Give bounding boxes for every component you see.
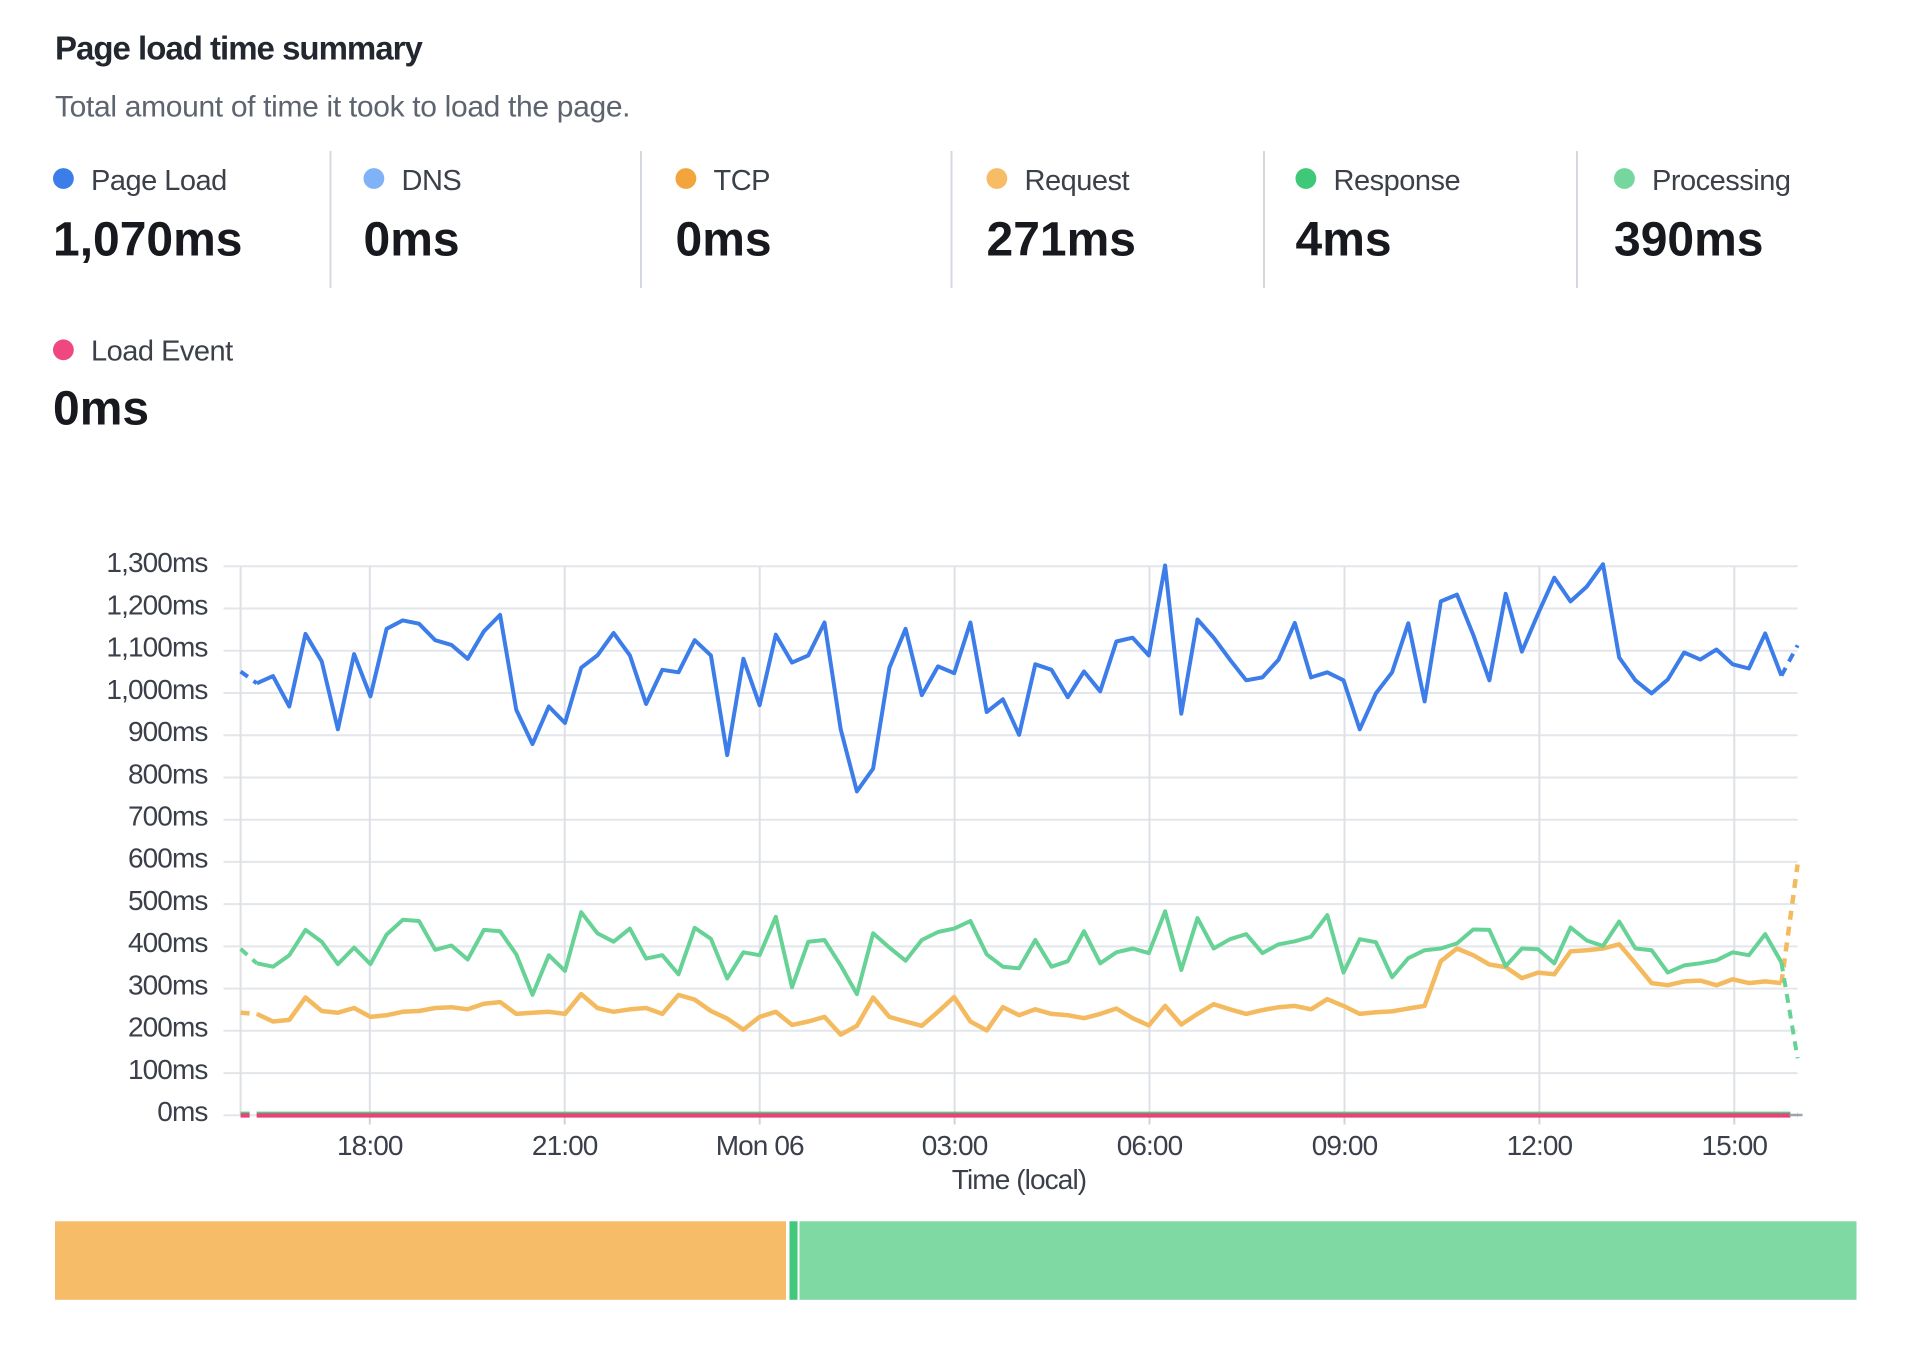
svg-text:0ms: 0ms xyxy=(157,1096,207,1127)
svg-text:Load Event: Load Event xyxy=(91,336,233,368)
svg-text:390ms: 390ms xyxy=(1614,214,1763,267)
svg-text:1,300ms: 1,300ms xyxy=(106,547,207,578)
svg-text:100ms: 100ms xyxy=(128,1054,208,1085)
svg-text:Total amount of time it took t: Total amount of time it took to load the… xyxy=(55,91,630,124)
svg-text:Response: Response xyxy=(1334,165,1461,197)
svg-text:TCP: TCP xyxy=(714,165,771,197)
svg-text:Page load time summary: Page load time summary xyxy=(55,30,423,67)
svg-text:06:00: 06:00 xyxy=(1117,1130,1183,1161)
svg-text:Processing: Processing xyxy=(1652,165,1790,197)
svg-text:1,200ms: 1,200ms xyxy=(106,589,207,620)
svg-text:600ms: 600ms xyxy=(128,843,208,874)
svg-text:Page Load: Page Load xyxy=(91,165,227,197)
svg-text:18:00: 18:00 xyxy=(337,1130,403,1161)
svg-text:Request: Request xyxy=(1025,165,1130,197)
svg-text:1,100ms: 1,100ms xyxy=(106,632,207,663)
svg-text:0ms: 0ms xyxy=(364,214,460,267)
svg-text:15:00: 15:00 xyxy=(1702,1130,1768,1161)
svg-text:400ms: 400ms xyxy=(128,927,208,958)
svg-text:1,000ms: 1,000ms xyxy=(106,674,207,705)
svg-text:800ms: 800ms xyxy=(128,758,208,789)
svg-text:0ms: 0ms xyxy=(676,214,772,267)
svg-text:4ms: 4ms xyxy=(1296,214,1392,267)
svg-text:DNS: DNS xyxy=(402,165,462,197)
svg-text:200ms: 200ms xyxy=(128,1012,208,1043)
svg-text:Time (local): Time (local) xyxy=(952,1164,1086,1195)
svg-text:12:00: 12:00 xyxy=(1507,1130,1573,1161)
svg-text:300ms: 300ms xyxy=(128,969,208,1000)
svg-text:09:00: 09:00 xyxy=(1312,1130,1378,1161)
svg-text:700ms: 700ms xyxy=(128,801,208,832)
svg-text:03:00: 03:00 xyxy=(922,1130,988,1161)
svg-text:Mon 06: Mon 06 xyxy=(716,1130,804,1161)
svg-text:21:00: 21:00 xyxy=(532,1130,598,1161)
svg-text:900ms: 900ms xyxy=(128,716,208,747)
svg-text:0ms: 0ms xyxy=(53,383,149,436)
svg-text:271ms: 271ms xyxy=(987,214,1136,267)
svg-text:500ms: 500ms xyxy=(128,885,208,916)
svg-text:1,070ms: 1,070ms xyxy=(53,214,243,267)
